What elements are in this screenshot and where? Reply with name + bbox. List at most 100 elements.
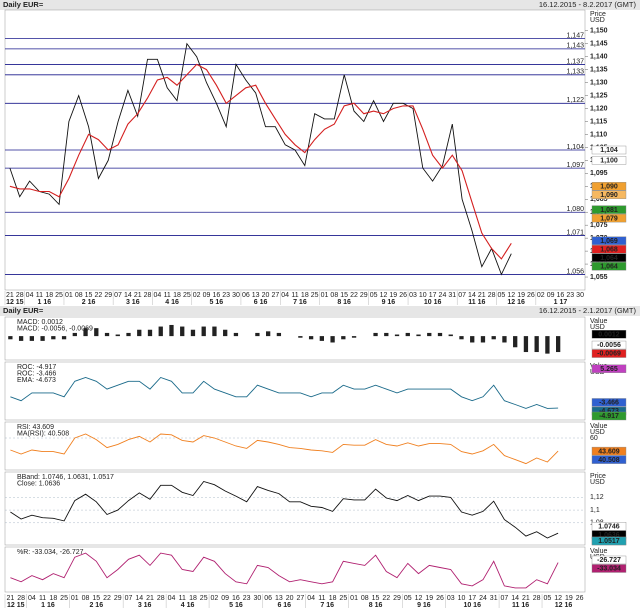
x-tick-label: 23 (222, 292, 230, 299)
y-axis-label: USD (590, 324, 605, 331)
x-tick-label: 05 (498, 292, 506, 299)
x-tick-label: 27 (296, 595, 304, 602)
histogram-bar (115, 334, 120, 337)
y-axis-label: Price (590, 11, 606, 18)
histogram-bar (276, 332, 282, 337)
level-label: 1,097 (566, 162, 584, 169)
x-tick-label: 30 (232, 292, 240, 299)
x-group-label: 2 16 (82, 299, 96, 306)
histogram-bar (137, 329, 142, 337)
price-badge-label: 1,064 (600, 255, 618, 262)
x-tick-label: 29 (114, 595, 122, 602)
x-tick-label: 15 (92, 595, 100, 602)
x-tick-label: 01 (65, 292, 73, 299)
x-group-label: 7 16 (320, 602, 334, 609)
header-bar (0, 306, 640, 316)
histogram-bar (61, 336, 67, 340)
y-tick-label: 1,055 (590, 274, 608, 281)
x-tick-label: 28 (144, 292, 152, 299)
x-tick-label: 21 (522, 595, 530, 602)
x-tick-label: 15 (372, 595, 380, 602)
pane (4, 546, 586, 593)
level-label: 1,137 (566, 58, 584, 65)
x-group-label: 10 16 (424, 299, 442, 306)
price-badge (591, 190, 627, 199)
x-tick-label: 05 (404, 595, 412, 602)
x-tick-label: 22 (382, 595, 390, 602)
histogram-bar (83, 328, 88, 337)
histogram-bar (233, 332, 239, 337)
chart-title: Daily EUR= (3, 0, 44, 9)
histogram-bar (437, 332, 443, 337)
x-tick-label: 28 (488, 292, 496, 299)
price-badge (591, 205, 627, 214)
price-badge-label: -26.727 (597, 557, 621, 564)
price-badge (591, 182, 627, 191)
x-group-label: 9 16 (382, 299, 396, 306)
price-badge-label: 1,079 (600, 215, 618, 222)
histogram-bar (298, 336, 303, 338)
histogram-bar (104, 332, 110, 337)
x-tick-label: 07 (125, 595, 133, 602)
x-tick-label: 07 (501, 595, 509, 602)
histogram-bar (394, 334, 400, 337)
x-group-label: 6 16 (277, 602, 291, 609)
x-tick-label: 08 (75, 292, 83, 299)
x-tick-label: 28 (157, 595, 165, 602)
x-tick-label: 21 (478, 292, 486, 299)
price-badge (591, 349, 627, 358)
price-badge-label: 40.508 (598, 457, 620, 464)
x-group-label: 2 16 (89, 602, 103, 609)
x-tick-label: 01 (350, 595, 358, 602)
series-line (10, 552, 559, 589)
y-axis-label: Value (590, 423, 607, 430)
x-tick-label: 04 (168, 595, 176, 602)
x-group-label: 6 16 (254, 299, 268, 306)
x-tick-label: 04 (281, 292, 289, 299)
x-tick-label: 04 (28, 595, 36, 602)
histogram-bar (169, 324, 174, 337)
y-tick-label: 1,130 (590, 79, 608, 86)
x-tick-label: 29 (360, 292, 368, 299)
x-group-label: 1 16 (41, 602, 55, 609)
x-tick-label: 24 (439, 292, 447, 299)
x-tick-label: 30 (576, 292, 584, 299)
x-tick-label: 09 (221, 595, 229, 602)
histogram-bar (513, 336, 518, 348)
y-tick-label: 1,135 (590, 66, 608, 73)
x-tick-label: 31 (490, 595, 498, 602)
y-tick-label: 1,120 (590, 105, 608, 112)
x-group-label: 5 16 (229, 602, 243, 609)
y-axis-label: Value (590, 548, 607, 555)
price-badge (591, 446, 627, 456)
histogram-bar (266, 331, 271, 337)
x-group-label: 11 16 (468, 299, 485, 306)
histogram-bar (341, 336, 346, 340)
price-badge (591, 564, 627, 573)
price-badge-label: 1.0636 (598, 532, 620, 539)
histogram-bar (351, 336, 357, 338)
x-tick-label: 21 (6, 292, 14, 299)
x-tick-label: 22 (350, 292, 358, 299)
histogram-bar (427, 332, 432, 337)
series-line (10, 376, 559, 409)
y-axis-label: Price (590, 473, 606, 480)
x-tick-label: 04 (26, 292, 34, 299)
x-group-label: 3 16 (138, 602, 152, 609)
price-badge-label: -3.466 (599, 400, 619, 407)
x-tick-label: 18 (49, 595, 57, 602)
x-tick-label: 16 (557, 292, 565, 299)
x-tick-label: 18 (173, 292, 181, 299)
legend-entry: %R: -33.034, -26.727 (17, 549, 84, 556)
price-badge-label: -0.0056 (597, 342, 621, 349)
x-tick-label: 13 (252, 292, 260, 299)
price-badge-label: 1.0746 (598, 523, 620, 530)
x-group-label: 8 16 (337, 299, 351, 306)
histogram-bar (459, 336, 464, 340)
legend-entry: EMA: -4.673 (17, 377, 56, 384)
x-tick-label: 21 (146, 595, 154, 602)
x-tick-label: 30 (254, 595, 262, 602)
histogram-bar (190, 329, 196, 337)
histogram-bar (491, 336, 496, 340)
